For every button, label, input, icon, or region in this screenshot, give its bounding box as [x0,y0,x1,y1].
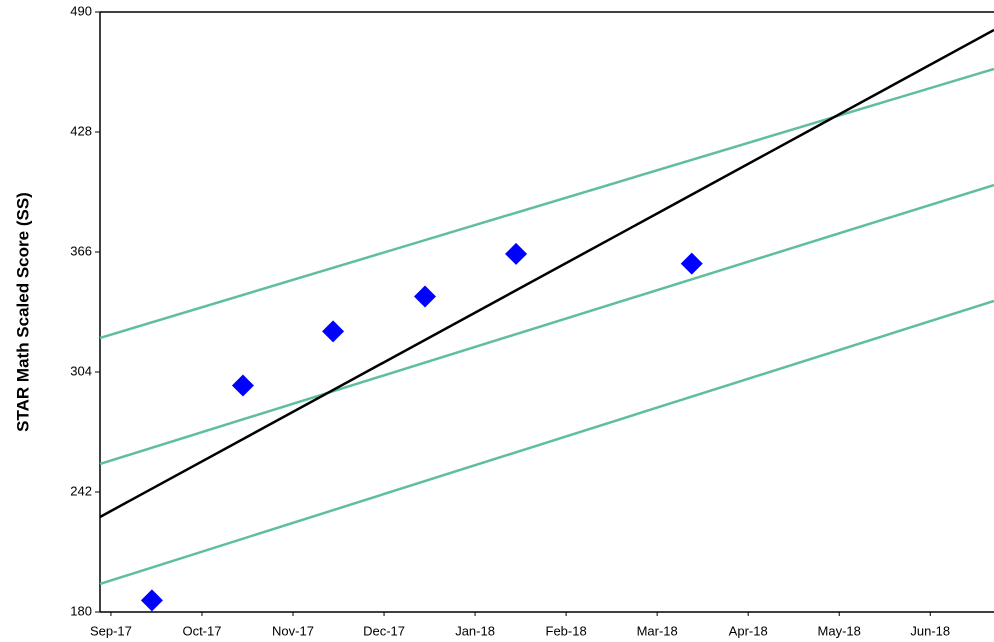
trend-line [99,299,994,586]
x-tick-label: Mar-18 [637,623,678,638]
x-tick-label: Jan-18 [455,623,495,638]
data-point [322,320,345,343]
x-tick-label: Sep-17 [90,623,132,638]
data-point [680,252,703,275]
y-tick-label: 490 [70,3,92,18]
x-tick-label: Dec-17 [363,623,405,638]
data-point [231,374,254,397]
y-tick-label: 242 [70,483,92,498]
y-tick-label: 304 [70,363,92,378]
y-axis-title: STAR Math Scaled Score (SS) [13,192,32,432]
y-tick-label: 366 [70,243,92,258]
trend-line [99,28,994,519]
y-tick-label: 428 [70,123,92,138]
x-tick-label: Apr-18 [729,623,768,638]
data-point [140,589,163,612]
data-point [414,285,437,308]
x-tick-label: Jun-18 [910,623,950,638]
x-tick-label: Oct-17 [182,623,221,638]
data-point [505,242,528,265]
x-tick-label: Feb-18 [546,623,587,638]
x-tick-label: May-18 [818,623,861,638]
trend-line [99,183,994,466]
y-tick-label: 180 [70,603,92,618]
x-tick-label: Nov-17 [272,623,314,638]
trend-line [99,67,994,340]
